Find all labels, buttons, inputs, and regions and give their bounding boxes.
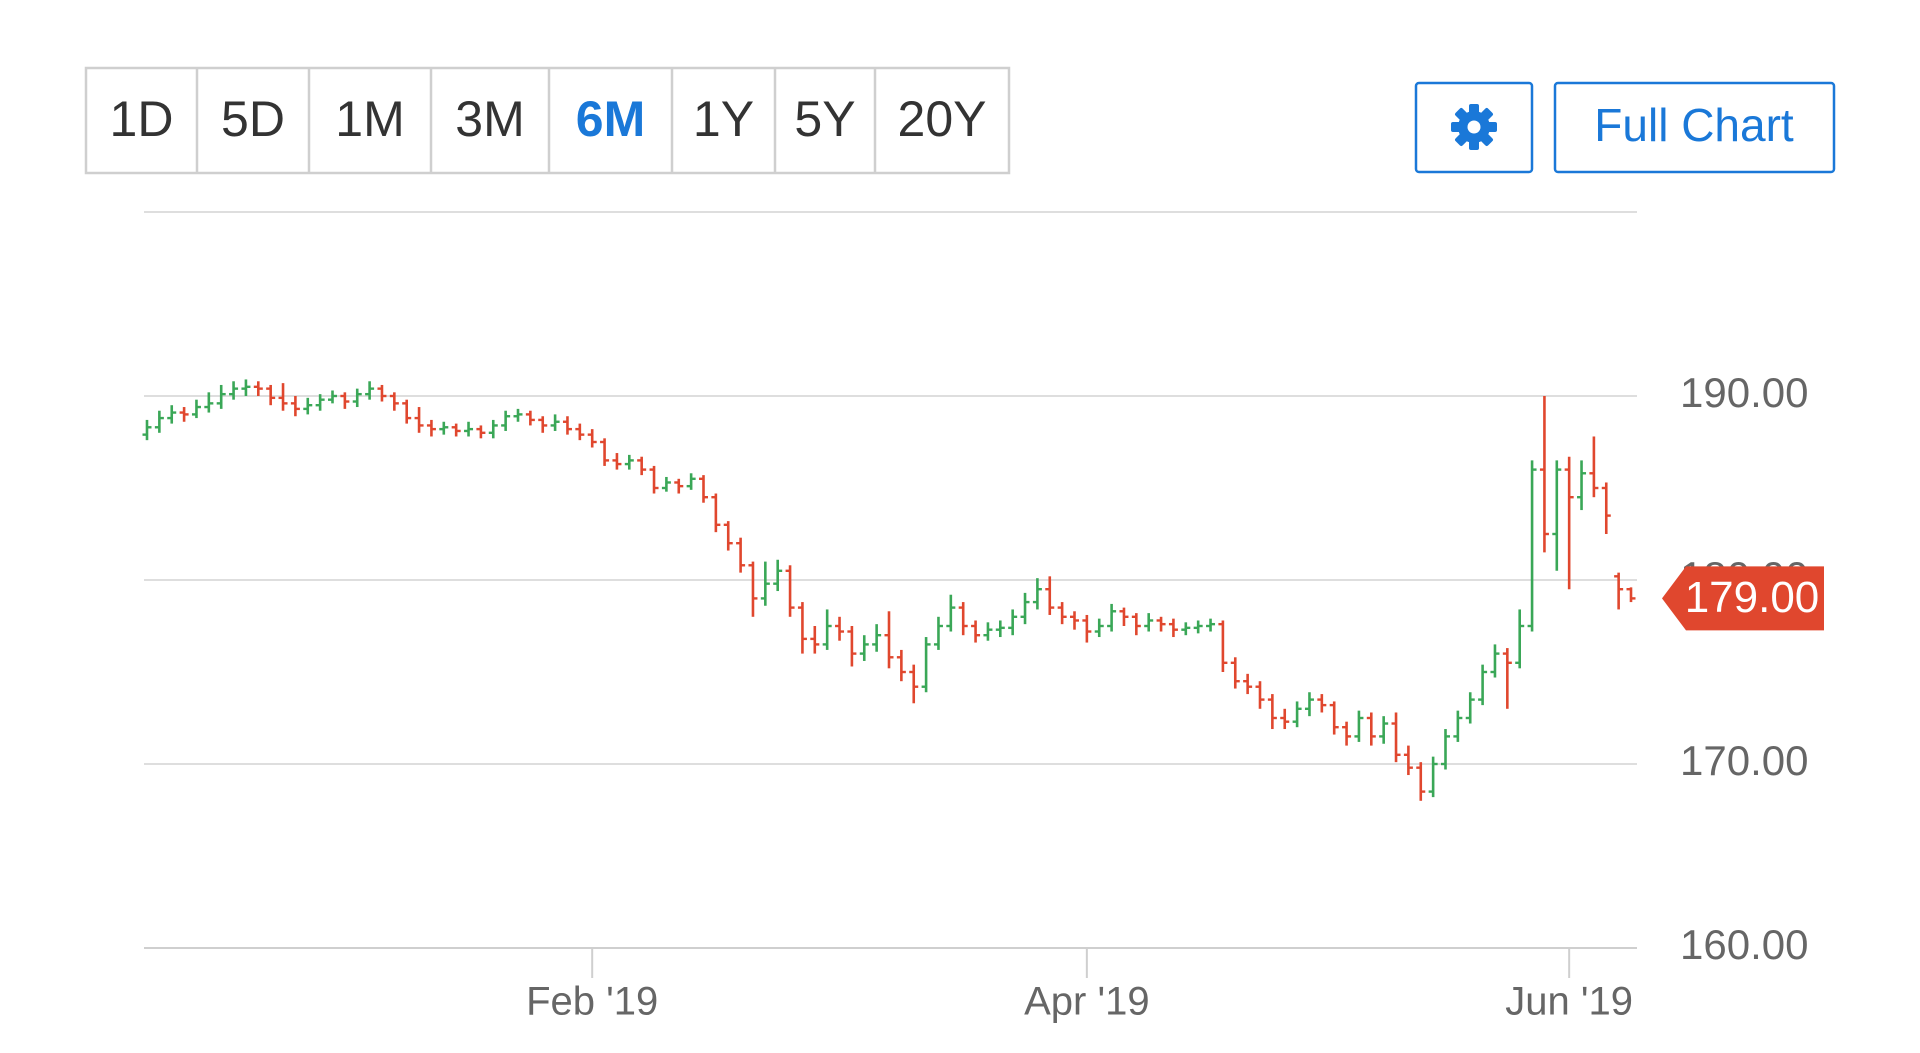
- y-tick-label: 190.00: [1680, 369, 1808, 416]
- x-tick-label: Feb '19: [526, 980, 658, 1024]
- full-chart-label[interactable]: Full Chart: [1594, 99, 1794, 151]
- y-tick-label: 160.00: [1680, 921, 1808, 968]
- full-chart-button[interactable]: Full Chart: [1553, 81, 1836, 174]
- y-tick-label: 170.00: [1680, 737, 1808, 784]
- x-tick-label: Jun '19: [1505, 980, 1633, 1024]
- last-price-label: 179.00: [1685, 573, 1820, 622]
- range-selector: 1D 5D 1M 3M 6M 1Y 5Y 20Y: [84, 66, 1011, 175]
- range-button-label[interactable]: 1Y: [693, 91, 754, 147]
- range-selector-frame: [84, 66, 1011, 175]
- range-button-label[interactable]: 1D: [110, 91, 174, 147]
- last-price-badge: [1662, 566, 1824, 631]
- settings-button[interactable]: [1414, 81, 1534, 174]
- gear-icon[interactable]: [1451, 104, 1497, 150]
- range-button-label[interactable]: 20Y: [898, 91, 987, 147]
- range-button-label[interactable]: 6M: [576, 91, 645, 147]
- range-button-label[interactable]: 3M: [455, 91, 524, 147]
- range-button-label[interactable]: 5D: [221, 91, 285, 147]
- range-button-label[interactable]: 5Y: [794, 91, 855, 147]
- range-button-label[interactable]: 1M: [335, 91, 404, 147]
- full-chart-button-frame[interactable]: [1553, 81, 1836, 174]
- x-tick-label: Apr '19: [1024, 980, 1150, 1024]
